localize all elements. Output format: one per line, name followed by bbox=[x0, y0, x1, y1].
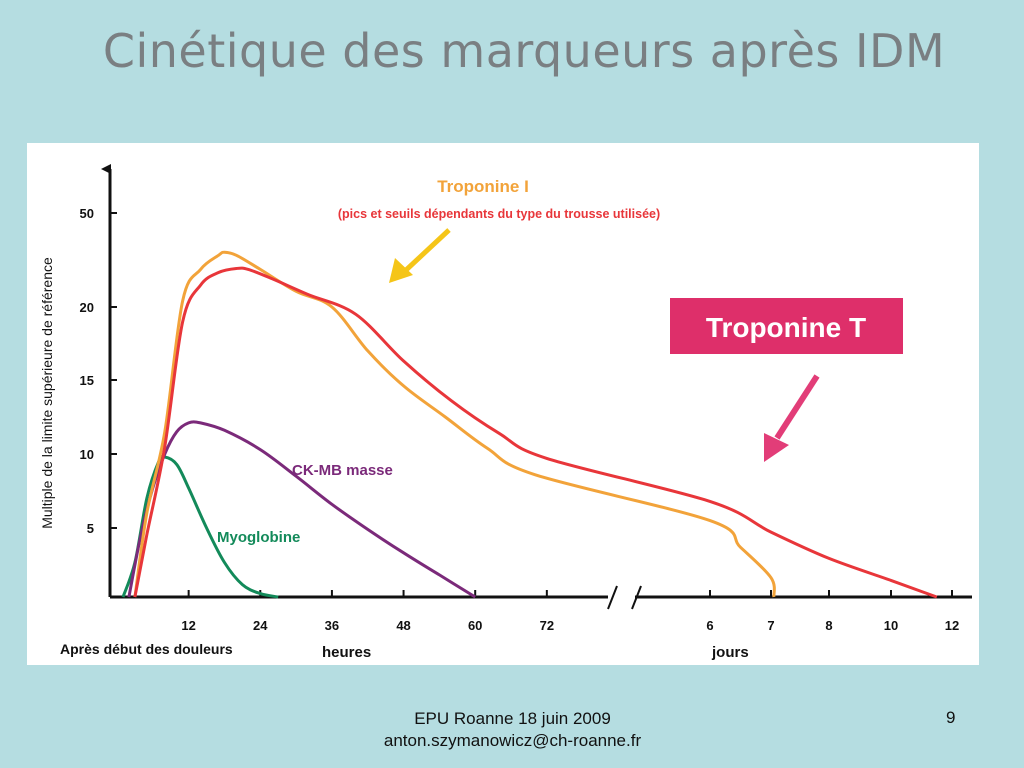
troponine-t-arrow-head bbox=[764, 433, 789, 462]
x-ticks: 12 24 36 48 60 72 6 7 8 10 12 bbox=[181, 590, 959, 633]
y-ticks: 5 10 15 20 50 bbox=[80, 206, 117, 536]
x-tick-label: 7 bbox=[767, 618, 774, 633]
x-tick-label: 72 bbox=[540, 618, 554, 633]
y-tick-label: 50 bbox=[80, 206, 94, 221]
slide-title: Cinétique des marqueurs après IDM bbox=[102, 24, 946, 78]
chart-panel: 5 10 15 20 50 12 24 36 48 60 72 6 7 8 10 12 Multiple d… bbox=[27, 143, 979, 665]
y-tick-label: 20 bbox=[80, 300, 94, 315]
x-tick-label: 24 bbox=[253, 618, 268, 633]
y-tick-label: 15 bbox=[80, 373, 94, 388]
footer-event: EPU Roanne 18 juin 2009 bbox=[414, 709, 611, 728]
footer-email: anton.szymanowicz@ch-roanne.fr bbox=[383, 731, 642, 750]
x-tick-label: 36 bbox=[325, 618, 339, 633]
chart-svg: 5 10 15 20 50 12 24 36 48 60 72 6 7 8 10 12 Multiple d… bbox=[39, 164, 972, 661]
x-tick-label: 48 bbox=[396, 618, 410, 633]
troponine-i-arrow bbox=[403, 228, 451, 273]
x-unit-days: jours bbox=[711, 644, 749, 661]
series-line-myoglobine bbox=[121, 454, 279, 599]
x-tick-label: 60 bbox=[468, 618, 482, 633]
troponine-i-note: (pics et seuils dépendants du type du tr… bbox=[338, 207, 660, 221]
series-line-ck-mb bbox=[127, 420, 476, 599]
axis-break-mark-1 bbox=[607, 585, 618, 610]
x-unit-hours: heures bbox=[322, 644, 371, 661]
series-lines bbox=[121, 250, 938, 599]
troponine-i-title: Troponine I bbox=[437, 177, 529, 196]
y-axis-label: Multiple de la limite supérieure de réfé… bbox=[39, 257, 55, 529]
x-tick-label: 8 bbox=[825, 618, 832, 633]
slide-footer: EPU Roanne 18 juin 2009 anton.szymanowic… bbox=[300, 708, 725, 752]
axis-break-mark-2 bbox=[631, 585, 642, 610]
troponine-t-arrow bbox=[774, 374, 820, 440]
troponine-i-arrow-head bbox=[389, 258, 413, 283]
x-tick-label: 6 bbox=[706, 618, 713, 633]
troponine-t-box bbox=[670, 298, 903, 354]
series-line-troponine-t bbox=[133, 266, 938, 599]
x-caption: Après début des douleurs bbox=[60, 641, 233, 657]
troponine-t-label: Troponine T bbox=[706, 312, 866, 343]
x-tick-label: 10 bbox=[884, 618, 898, 633]
ck-mb-label: CK-MB masse bbox=[292, 462, 393, 479]
page-number: 9 bbox=[946, 708, 956, 727]
x-tick-label: 12 bbox=[181, 618, 195, 633]
y-tick-label: 5 bbox=[87, 521, 94, 536]
myoglobine-label: Myoglobine bbox=[217, 529, 300, 546]
y-tick-label: 10 bbox=[80, 447, 94, 462]
x-tick-label: 12 bbox=[945, 618, 959, 633]
